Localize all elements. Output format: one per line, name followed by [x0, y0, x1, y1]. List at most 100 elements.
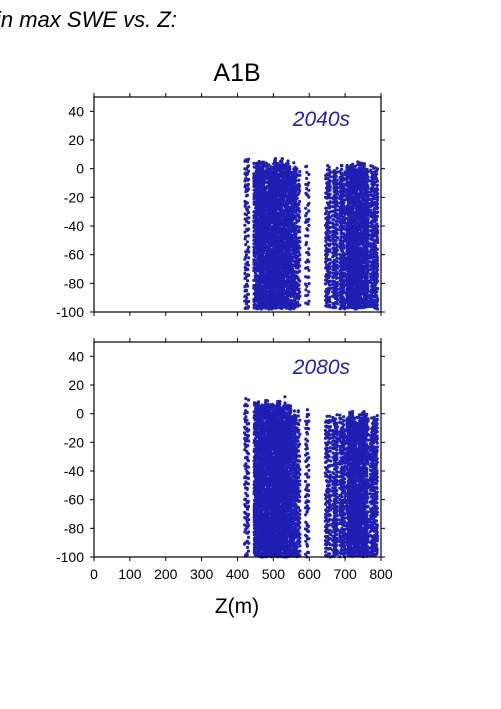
scatter-point — [259, 205, 263, 209]
scatter-point — [247, 250, 251, 254]
scatter-point — [307, 290, 311, 294]
scatter-point — [262, 160, 266, 164]
scatter-point — [298, 240, 302, 244]
page-title: in max SWE vs. Z: — [0, 7, 177, 32]
scatter-point — [298, 279, 302, 283]
scatter-point — [340, 164, 344, 168]
scatter-point — [328, 171, 332, 175]
scatter-point — [244, 302, 249, 306]
scatter-point — [335, 223, 339, 227]
scatter-point — [247, 205, 251, 209]
scatter-point — [328, 279, 332, 283]
scatter-point — [247, 273, 251, 277]
scatter-point — [253, 271, 258, 275]
scatter-point — [298, 303, 302, 307]
scatter-point — [261, 241, 265, 245]
scatter-point — [334, 305, 338, 310]
scatter-point — [375, 303, 379, 307]
y-tick-label: -60 — [64, 247, 84, 263]
scatter-point — [335, 302, 339, 306]
scatter-point — [366, 186, 370, 191]
scatter-point — [306, 234, 310, 238]
scatter-point — [342, 201, 346, 205]
scatter-point — [376, 192, 380, 196]
scatter-point — [245, 404, 249, 408]
scatter-point — [297, 287, 301, 291]
scatter-point — [244, 234, 248, 239]
scatter-point — [252, 248, 256, 252]
scatter-point — [295, 167, 299, 171]
scatter-point — [252, 161, 256, 165]
scatter-point — [375, 299, 379, 303]
scatter-point — [244, 243, 248, 247]
scatter-point — [335, 252, 339, 256]
scatter-point — [304, 288, 308, 292]
scatter-point — [366, 262, 370, 266]
scatter-point — [335, 248, 339, 252]
scatter-point — [246, 530, 251, 534]
scatter-point — [286, 162, 290, 166]
scatter-point — [298, 294, 302, 298]
scatter-point — [286, 205, 290, 209]
scatter-point — [305, 164, 309, 168]
scatter-point — [246, 499, 250, 503]
scatter-point — [334, 174, 338, 178]
scatter-point — [328, 295, 332, 299]
scatter-point — [246, 465, 250, 469]
y-tick-label: -100 — [56, 304, 84, 320]
scatter-point — [335, 256, 339, 260]
y-tick-label: 20 — [68, 132, 84, 148]
scatter-point — [288, 167, 292, 171]
scatter-point — [292, 161, 296, 165]
scatter-point — [245, 545, 250, 550]
scatter-point — [328, 305, 332, 309]
scatter-point — [247, 245, 251, 249]
scatter-point — [245, 418, 249, 422]
y-tick-label: -20 — [64, 189, 84, 205]
scatter-point — [297, 250, 301, 254]
scatter-point — [294, 179, 298, 183]
scatter-point — [246, 476, 251, 480]
scatter-point — [342, 246, 346, 250]
scatter-point — [298, 170, 302, 174]
scatter-point — [298, 225, 302, 229]
scatter-point — [375, 258, 380, 263]
scatter-point — [246, 187, 251, 191]
scatter-point — [273, 157, 278, 161]
scatter-point — [307, 282, 311, 286]
scatter-point — [375, 290, 379, 294]
scatter-point — [375, 275, 379, 279]
scatter-point — [246, 157, 251, 161]
scatter-point — [243, 223, 247, 227]
scatter-point — [335, 283, 339, 288]
scatter-point — [298, 230, 302, 234]
scatter-point — [247, 221, 251, 225]
scatter-point — [375, 179, 379, 183]
scatter-point — [266, 399, 270, 403]
scatter-point — [247, 439, 251, 443]
scatter-point — [375, 183, 379, 187]
scatter-point — [328, 265, 332, 269]
scatter-point — [265, 166, 269, 170]
scatter-point — [297, 219, 301, 223]
scatter-point — [253, 255, 257, 259]
y-tick-label: -80 — [64, 275, 84, 291]
scatter-point — [245, 288, 249, 293]
scatter-point — [366, 270, 370, 274]
scatter-point — [269, 168, 273, 172]
scatter-point — [366, 222, 370, 226]
scatter-point — [247, 512, 251, 517]
scatter-point — [244, 397, 248, 401]
scatter-point — [246, 549, 250, 553]
scatter-point — [376, 224, 380, 228]
scatter-point — [244, 253, 248, 257]
scatter-point — [243, 237, 247, 241]
scatter-point — [366, 236, 370, 240]
scatter-point — [246, 164, 251, 168]
scatter-point — [328, 235, 332, 239]
scatter-point — [351, 162, 355, 166]
scatter-point — [375, 279, 379, 283]
scatter-point — [245, 553, 249, 557]
scatter-point — [246, 434, 251, 438]
